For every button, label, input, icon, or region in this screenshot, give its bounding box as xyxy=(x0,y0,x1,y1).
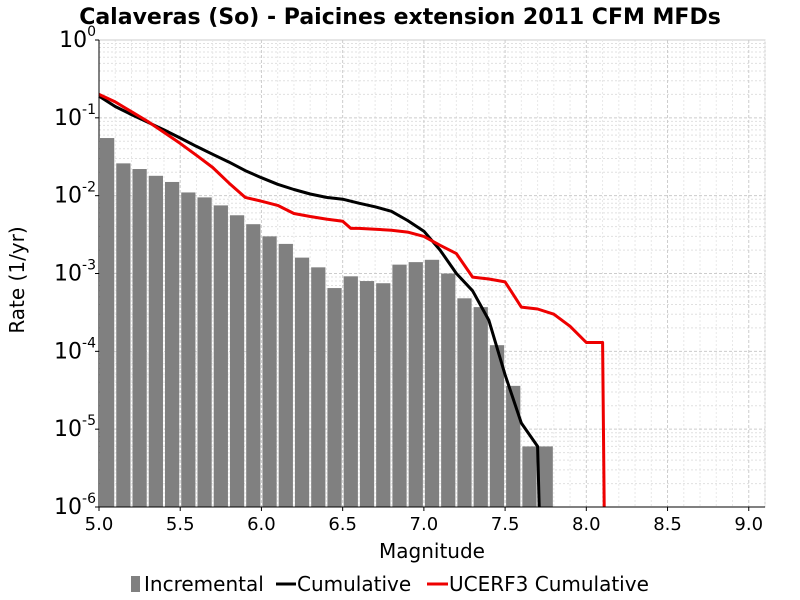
legend: Incremental Cumulative UCERF3 Cumulative xyxy=(131,572,649,596)
x-axis-label: Magnitude xyxy=(379,539,485,563)
y-tick-label: 10-6 xyxy=(54,491,96,520)
x-tick-label: 5.5 xyxy=(166,514,195,535)
legend-swatch-incremental xyxy=(131,576,140,592)
incremental-bars xyxy=(100,138,553,508)
x-tick-label: 7.0 xyxy=(410,514,439,535)
x-tick-label: 6.5 xyxy=(328,514,357,535)
incremental-bar xyxy=(213,205,228,508)
x-tick-labels: 5.0 5.5 6.0 6.5 7.0 7.5 8.0 8.5 9.0 xyxy=(85,507,763,535)
cumulative-line xyxy=(98,94,541,508)
y-tick-label: 10-1 xyxy=(54,102,96,131)
legend-label-incremental: Incremental xyxy=(144,572,264,596)
incremental-bar xyxy=(132,169,147,507)
x-tick-label: 8.0 xyxy=(572,514,601,535)
incremental-bar xyxy=(262,236,277,507)
x-tick-label: 5.0 xyxy=(85,514,114,535)
incremental-bar xyxy=(148,175,163,507)
y-tick-label: 100 xyxy=(59,24,96,53)
y-axis-label: Rate (1/yr) xyxy=(5,226,29,333)
incremental-bar xyxy=(116,163,131,507)
incremental-bar xyxy=(506,385,521,507)
incremental-bar xyxy=(294,257,310,507)
incremental-bar xyxy=(473,307,488,507)
incremental-bar xyxy=(100,138,115,508)
incremental-bar xyxy=(538,446,553,507)
incremental-bar xyxy=(359,281,375,507)
y-tick-label: 10-4 xyxy=(54,335,96,364)
cumulative-lines xyxy=(98,93,606,508)
chart-title: Calaveras (So) - Paicines extension 2011… xyxy=(79,5,721,30)
x-tick-label: 9.0 xyxy=(734,514,763,535)
incremental-bar xyxy=(164,181,180,508)
ucerf3-cumulative-line xyxy=(98,93,606,508)
legend-label-ucerf3: UCERF3 Cumulative xyxy=(449,572,649,596)
incremental-bar xyxy=(392,264,407,507)
y-tick-label: 10-3 xyxy=(54,258,96,287)
y-tick-labels: 10-6 10-5 10-4 10-3 10-2 10-1 100 xyxy=(54,24,99,520)
x-tick-label: 8.5 xyxy=(653,514,682,535)
incremental-bar xyxy=(229,215,245,507)
x-tick-label: 7.5 xyxy=(491,514,520,535)
incremental-bar xyxy=(343,276,358,507)
incremental-bar xyxy=(522,446,537,507)
incremental-bar xyxy=(424,259,440,507)
x-tick-label: 6.0 xyxy=(247,514,276,535)
incremental-bar xyxy=(376,283,391,507)
y-tick-label: 10-5 xyxy=(54,413,96,442)
incremental-bar xyxy=(441,273,456,507)
incremental-bar xyxy=(457,298,472,507)
y-tick-label: 10-2 xyxy=(54,180,96,209)
incremental-bar xyxy=(408,262,423,507)
incremental-bar xyxy=(311,267,326,507)
incremental-bar xyxy=(327,288,342,507)
incremental-bar xyxy=(181,192,196,507)
incremental-bar xyxy=(197,197,212,507)
incremental-bar xyxy=(246,224,261,507)
legend-label-cumulative: Cumulative xyxy=(297,572,411,596)
incremental-bar xyxy=(278,243,293,507)
incremental-bar xyxy=(489,345,505,507)
